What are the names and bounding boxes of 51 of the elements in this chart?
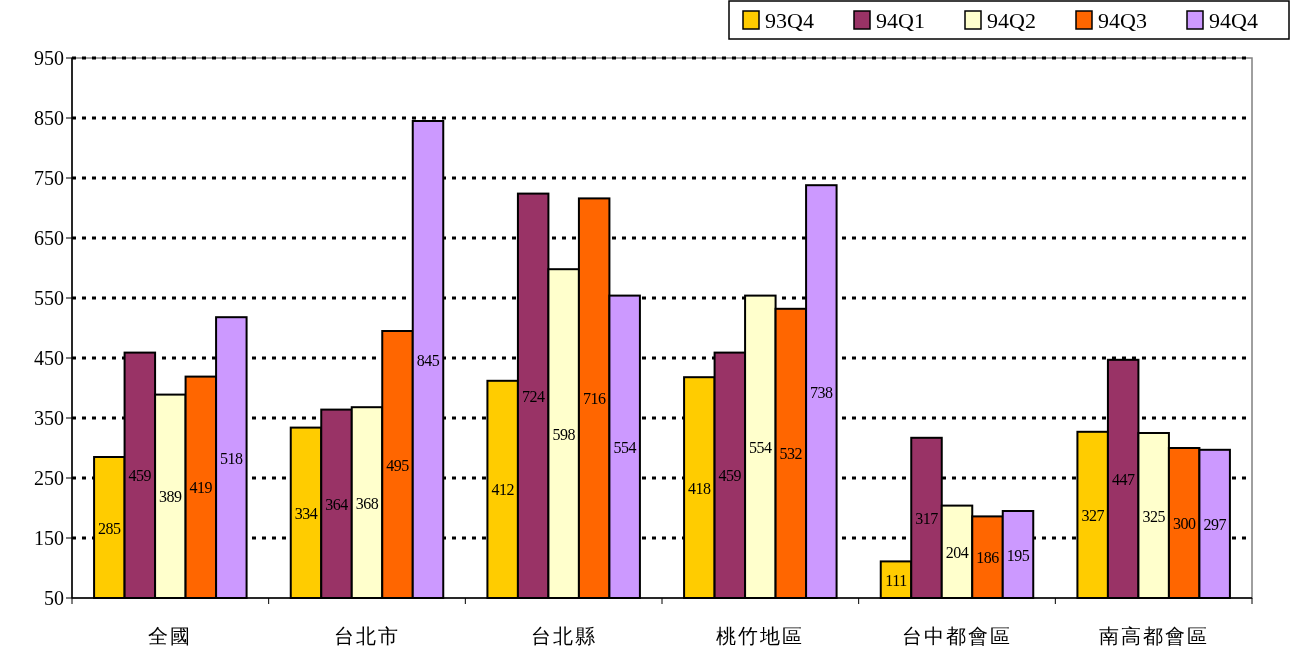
data-label: 738: [810, 383, 834, 401]
legend-label: 94Q4: [1209, 8, 1258, 33]
data-label: 204: [945, 543, 969, 561]
data-label: 419: [189, 479, 213, 497]
data-label: 325: [1142, 507, 1166, 525]
x-tick-label: 全國: [148, 625, 193, 647]
data-label: 297: [1203, 515, 1227, 533]
y-tick-label: 950: [34, 47, 64, 69]
data-label: 716: [582, 390, 606, 408]
data-label: 285: [98, 519, 122, 537]
data-label: 554: [613, 438, 637, 456]
data-label: 300: [1172, 515, 1196, 532]
legend-label: 94Q3: [1098, 8, 1147, 33]
data-label: 495: [386, 456, 410, 474]
y-tick-label: 150: [34, 527, 64, 549]
data-label: 459: [718, 467, 742, 485]
data-label: 532: [779, 445, 803, 463]
data-label: 418: [688, 479, 712, 497]
data-label: 111: [885, 571, 908, 589]
data-label: 724: [521, 387, 545, 405]
data-label: 598: [552, 425, 576, 443]
data-label: 334: [294, 504, 318, 522]
y-tick-label: 250: [34, 467, 64, 489]
y-tick-label: 650: [34, 227, 64, 249]
data-label: 368: [355, 494, 379, 512]
data-label: 389: [159, 488, 183, 506]
data-label: 186: [976, 549, 1000, 567]
x-tick-label: 南高都會區: [1098, 625, 1209, 647]
data-label: 327: [1081, 506, 1105, 524]
x-tick-label: 台北市: [334, 625, 400, 647]
data-label: 845: [416, 351, 440, 369]
legend-label: 94Q2: [987, 8, 1036, 33]
legend-label: 94Q1: [876, 8, 925, 33]
x-tick-label: 台北縣: [530, 625, 597, 647]
legend-label: 93Q4: [765, 8, 814, 33]
y-tick-label: 450: [34, 347, 64, 369]
x-tick-label: 桃竹地區: [716, 625, 805, 647]
y-tick-label: 350: [34, 407, 64, 429]
data-label: 447: [1111, 470, 1135, 488]
data-label: 317: [915, 509, 939, 527]
y-tick-label: 550: [34, 287, 64, 309]
y-tick-label: 50: [44, 587, 64, 609]
data-label: 518: [220, 449, 244, 467]
data-label: 364: [325, 495, 349, 513]
x-tick-label: 台中都會區: [902, 625, 1012, 647]
y-tick-label: 750: [34, 167, 64, 189]
data-label: 459: [128, 467, 152, 485]
data-label: 195: [1006, 546, 1030, 564]
data-label: 412: [491, 481, 515, 499]
y-tick-label: 850: [34, 107, 64, 129]
data-label: 554: [749, 438, 773, 456]
